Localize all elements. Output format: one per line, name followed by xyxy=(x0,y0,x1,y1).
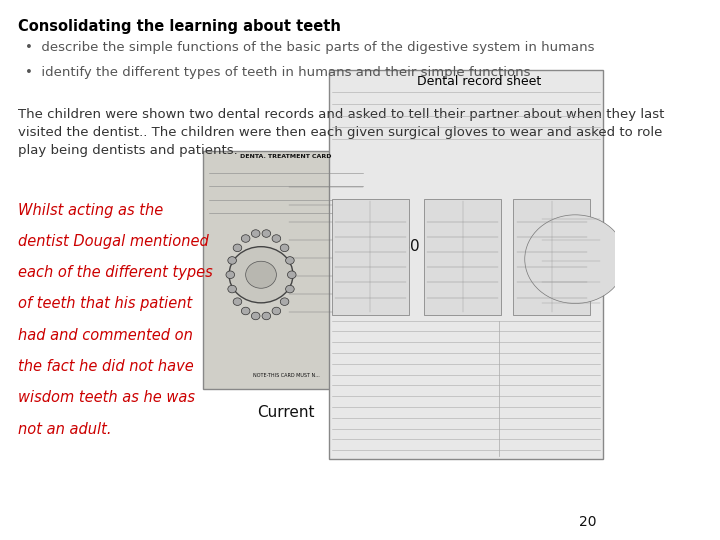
Circle shape xyxy=(233,298,242,306)
FancyBboxPatch shape xyxy=(329,70,603,459)
Text: Whilst acting as the: Whilst acting as the xyxy=(19,202,163,218)
FancyBboxPatch shape xyxy=(513,199,590,315)
Text: Dental record sheet: Dental record sheet xyxy=(418,75,541,87)
Text: The children were shown two dental records and asked to tell their partner about: The children were shown two dental recor… xyxy=(19,108,665,157)
Circle shape xyxy=(229,247,293,303)
Circle shape xyxy=(280,244,289,252)
Circle shape xyxy=(241,307,250,315)
Text: 20: 20 xyxy=(579,515,596,529)
Circle shape xyxy=(286,285,294,293)
Text: 1940: 1940 xyxy=(381,239,420,254)
Circle shape xyxy=(287,271,296,279)
Circle shape xyxy=(228,256,236,264)
Circle shape xyxy=(272,235,281,242)
Text: not an adult.: not an adult. xyxy=(19,422,112,437)
Circle shape xyxy=(241,235,250,242)
Text: Current: Current xyxy=(257,405,315,420)
FancyBboxPatch shape xyxy=(424,199,501,315)
Text: Consolidating the learning about teeth: Consolidating the learning about teeth xyxy=(19,19,341,34)
Text: •  identify the different types of teeth in humans and their simple functions: • identify the different types of teeth … xyxy=(24,66,530,79)
Circle shape xyxy=(262,230,271,237)
Text: the fact he did not have: the fact he did not have xyxy=(19,359,194,374)
Circle shape xyxy=(525,215,626,303)
Text: wisdom teeth as he was: wisdom teeth as he was xyxy=(19,390,195,406)
Circle shape xyxy=(246,261,276,288)
Circle shape xyxy=(280,298,289,306)
Circle shape xyxy=(233,244,242,252)
Circle shape xyxy=(251,230,260,237)
Text: each of the different types: each of the different types xyxy=(19,265,213,280)
Circle shape xyxy=(286,256,294,264)
Circle shape xyxy=(228,285,236,293)
Text: DENTA. TREATMENT CARD: DENTA. TREATMENT CARD xyxy=(240,154,332,159)
Circle shape xyxy=(272,307,281,315)
Text: had and commented on: had and commented on xyxy=(19,328,194,343)
Circle shape xyxy=(226,271,235,279)
Text: dentist Dougal mentioned: dentist Dougal mentioned xyxy=(19,234,210,249)
FancyBboxPatch shape xyxy=(332,199,409,315)
Circle shape xyxy=(251,312,260,320)
Text: of teeth that his patient: of teeth that his patient xyxy=(19,296,193,312)
Text: •  describe the simple functions of the basic parts of the digestive system in h: • describe the simple functions of the b… xyxy=(24,40,594,53)
Circle shape xyxy=(262,312,271,320)
FancyBboxPatch shape xyxy=(203,151,369,389)
Text: NOTE-THIS CARD MUST N...: NOTE-THIS CARD MUST N... xyxy=(253,373,319,378)
